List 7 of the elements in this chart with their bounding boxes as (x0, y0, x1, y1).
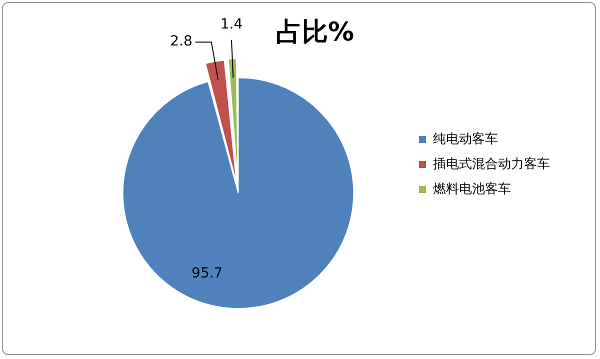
data-label: 2.8 (170, 34, 192, 50)
data-label: 1.4 (220, 16, 243, 32)
data-label: 95.7 (192, 266, 223, 282)
legend-label: 燃料电池客车 (433, 180, 511, 197)
chart-title: 占比% (276, 17, 354, 48)
legend-label: 插电式混合动力客车 (433, 156, 550, 172)
legend-label: 纯电动客车 (433, 130, 498, 147)
